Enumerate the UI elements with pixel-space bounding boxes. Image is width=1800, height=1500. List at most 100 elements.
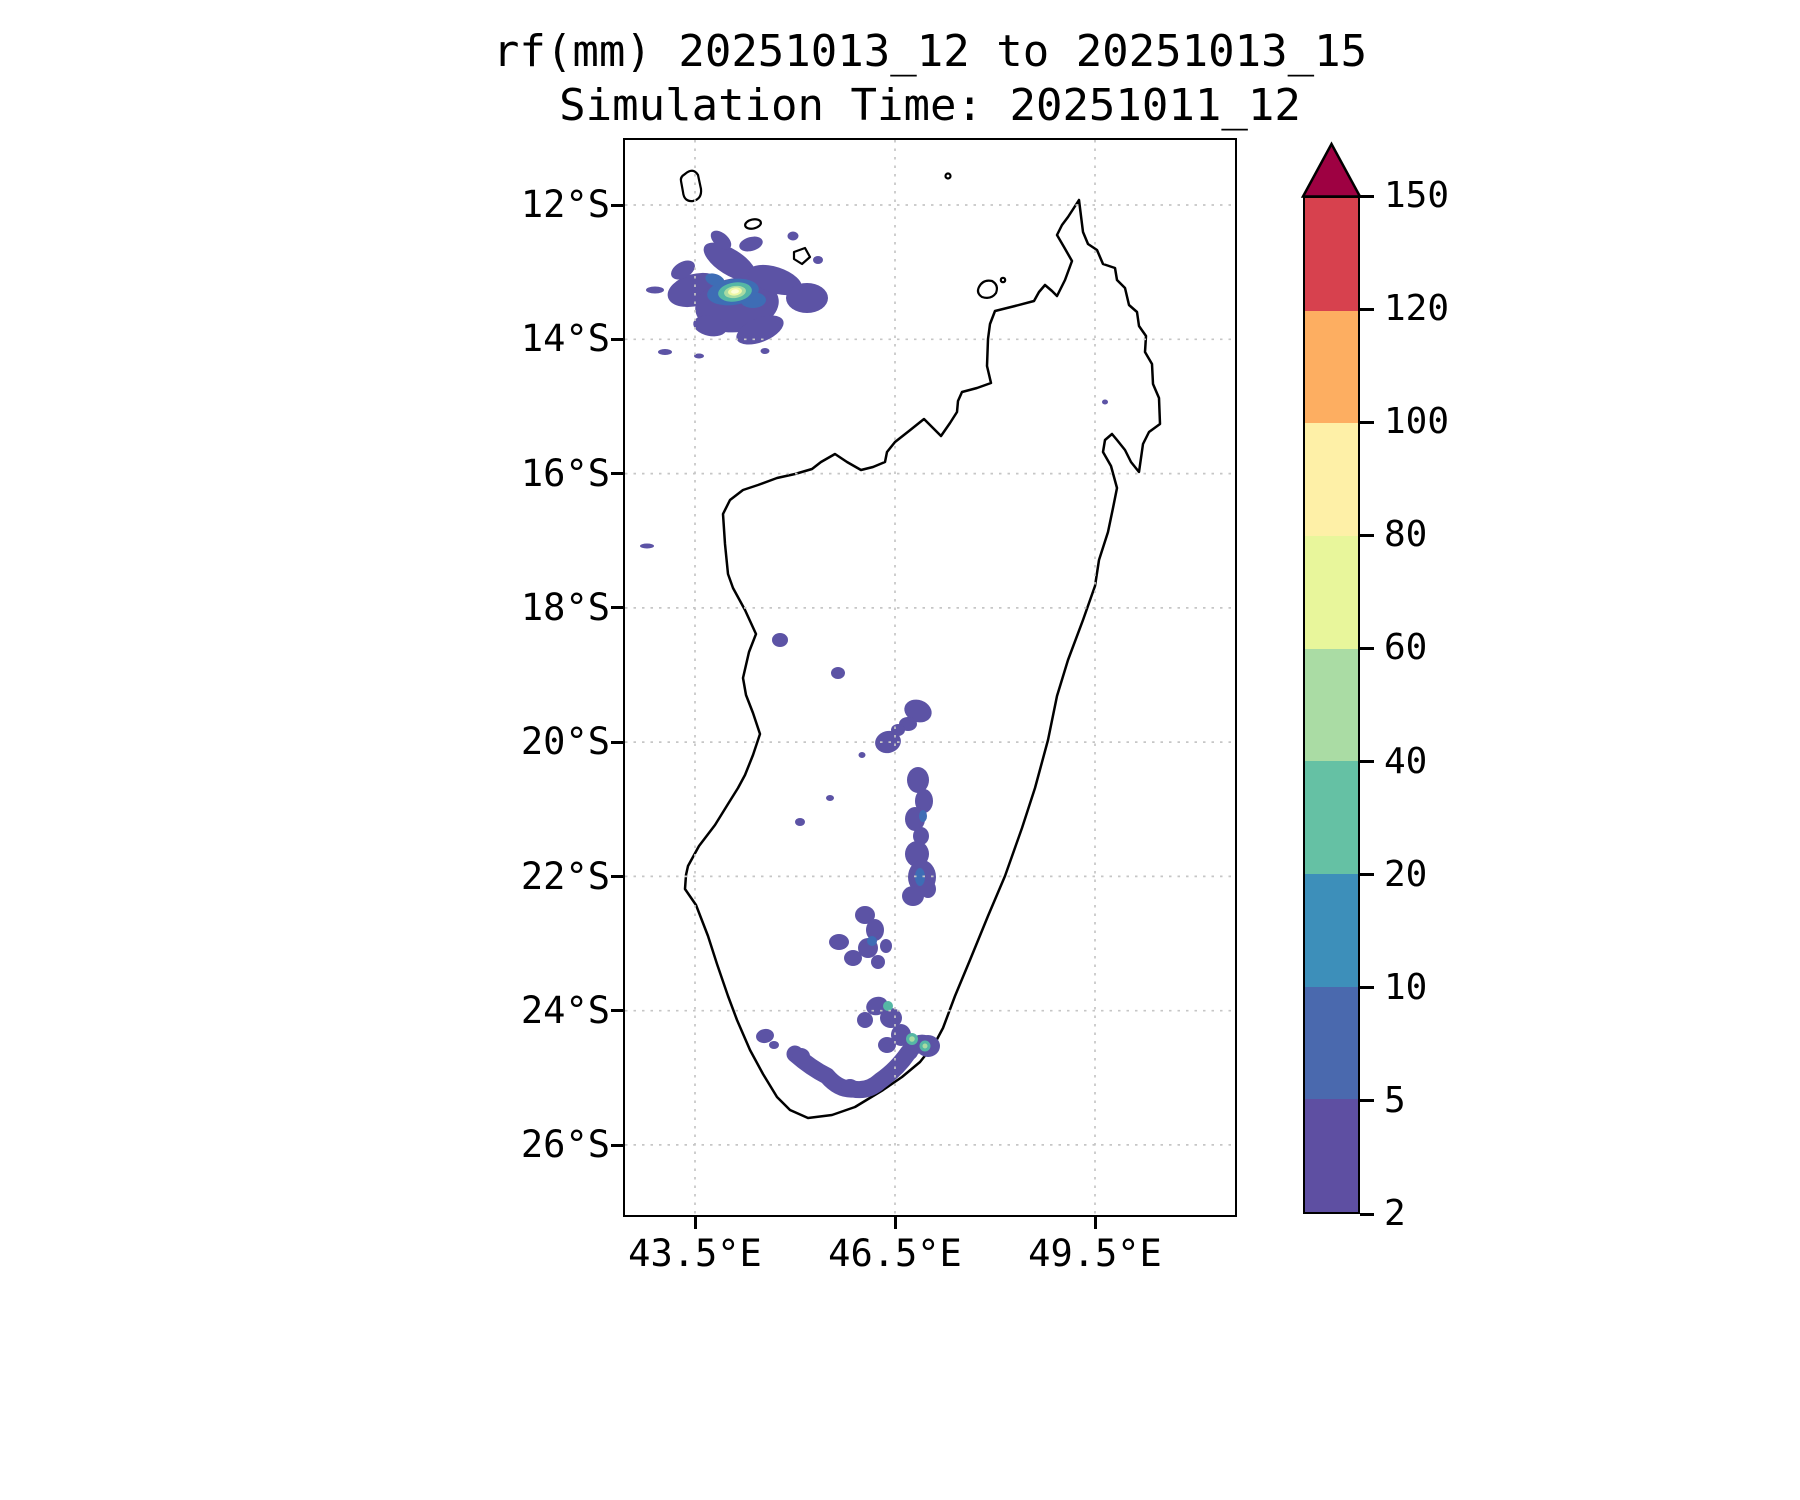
colorbar-tick-label: 120 (1384, 288, 1450, 330)
colorbar-tick-mark (1360, 1099, 1374, 1103)
ellipse-shape (920, 880, 936, 898)
colorbar (1303, 196, 1360, 1214)
ellipse-shape (703, 242, 757, 282)
ellipse-shape (705, 273, 725, 287)
x-tick-label: 43.5°E (628, 1232, 762, 1275)
small-islet (999, 276, 1007, 284)
ellipse-shape (795, 818, 805, 826)
colorbar-tick-mark (1360, 873, 1374, 877)
islands-layer (679, 169, 1007, 299)
colorbar-tick-mark (1360, 194, 1374, 198)
ellipse-shape (640, 543, 654, 549)
mayotte-island (792, 246, 812, 266)
ellipse-shape (891, 724, 905, 736)
ellipse-shape (792, 1048, 810, 1064)
chart-subtitle: Simulation Time: 20251011_12 (559, 80, 1301, 131)
ellipse-shape (866, 919, 884, 941)
y-tick-label: 24°S (520, 988, 610, 1032)
moheli-island (744, 218, 762, 230)
ellipse-shape (748, 264, 802, 296)
x-tick-mark (893, 1216, 897, 1229)
colorbar-tick-mark (1360, 646, 1374, 650)
south-rain-band (786, 1034, 937, 1099)
circle-shape (909, 1036, 915, 1042)
x-tick-mark (1093, 1216, 1097, 1229)
ellipse-shape (915, 868, 925, 886)
ellipse-shape (841, 1079, 859, 1095)
ellipse-shape (871, 955, 885, 969)
ellipse-shape (919, 810, 927, 822)
ellipse-shape (739, 236, 763, 252)
ellipse-shape (915, 789, 933, 813)
land-layer (683, 198, 1162, 1120)
gridlines-layer (625, 140, 1235, 1215)
colorbar-tick-label: 100 (1384, 401, 1450, 443)
ellipse-shape (772, 633, 788, 647)
rainfall-core-layer (731, 289, 739, 294)
grande-comore-island (679, 169, 703, 203)
ellipse-shape (731, 289, 739, 294)
colorbar-tick-mark (1360, 1212, 1374, 1216)
ellipse-shape (756, 1028, 774, 1044)
ellipse-shape (710, 230, 732, 250)
ellipse-shape (786, 283, 828, 313)
ellipse-shape (826, 795, 834, 801)
colorbar-segment (1305, 309, 1358, 424)
ellipse-shape (891, 1024, 911, 1046)
colorbar-tick-label: 150 (1384, 175, 1450, 216)
colorbar-segment (1305, 422, 1358, 536)
madagascar-coastline (683, 198, 1162, 1120)
chart-title: rf(mm) 20251013_12 to 20251013_15 (492, 26, 1368, 77)
y-tick-label: 26°S (520, 1123, 610, 1167)
ellipse-shape (858, 752, 866, 758)
colorbar-tick-mark (1360, 307, 1374, 311)
circle-shape (922, 1043, 928, 1049)
colorbar-segment (1305, 1098, 1358, 1212)
ellipse-shape (693, 315, 727, 337)
y-tick-label: 22°S (520, 854, 610, 898)
colorbar-tick-mark (1360, 986, 1374, 990)
colorbar-tick-label: 10 (1384, 966, 1428, 1008)
ellipse-shape (671, 260, 695, 280)
colorbar-segment (1305, 535, 1358, 649)
ellipse-shape (880, 1008, 902, 1028)
y-tick-label: 20°S (520, 720, 610, 764)
nosy-be-island (976, 279, 998, 299)
ellipse-shape (913, 827, 929, 845)
colorbar-tick-label: 2 (1384, 1193, 1406, 1234)
ellipse-shape (907, 767, 929, 793)
colorbar-tick-label: 60 (1384, 627, 1428, 669)
colorbar-tick-mark (1360, 420, 1374, 424)
y-tick-mark (611, 472, 624, 476)
colorbar-segment (1305, 985, 1358, 1100)
y-tick-mark (611, 1009, 624, 1013)
madagascar-map-svg (625, 140, 1235, 1215)
north-islet (944, 172, 952, 180)
ellipse-shape (1102, 399, 1108, 405)
colorbar-segment (1305, 647, 1358, 762)
colorbar-segment (1305, 760, 1358, 874)
x-tick-label: 46.5°E (828, 1232, 962, 1275)
y-tick-label: 12°S (520, 183, 610, 226)
y-tick-mark (611, 203, 624, 207)
ellipse-shape (831, 667, 845, 679)
y-tick-mark (611, 875, 624, 878)
ellipse-shape (902, 886, 924, 906)
colorbar-tick-label: 20 (1384, 853, 1428, 895)
y-tick-mark (611, 1143, 624, 1147)
ellipse-shape (787, 231, 799, 241)
colorbar-tick-mark (1360, 760, 1374, 764)
x-tick-label: 49.5°E (1028, 1232, 1162, 1275)
ellipse-shape (760, 348, 770, 354)
circle-shape (883, 1001, 893, 1011)
y-tick-mark (611, 606, 624, 610)
ellipse-shape (813, 256, 823, 264)
circle-shape (867, 936, 877, 946)
map-plot-area (623, 138, 1237, 1217)
ellipse-shape (694, 353, 704, 359)
ellipse-shape (878, 1037, 896, 1053)
ellipse-shape (646, 286, 664, 294)
ellipse-shape (736, 315, 784, 345)
ellipse-shape (855, 906, 875, 924)
